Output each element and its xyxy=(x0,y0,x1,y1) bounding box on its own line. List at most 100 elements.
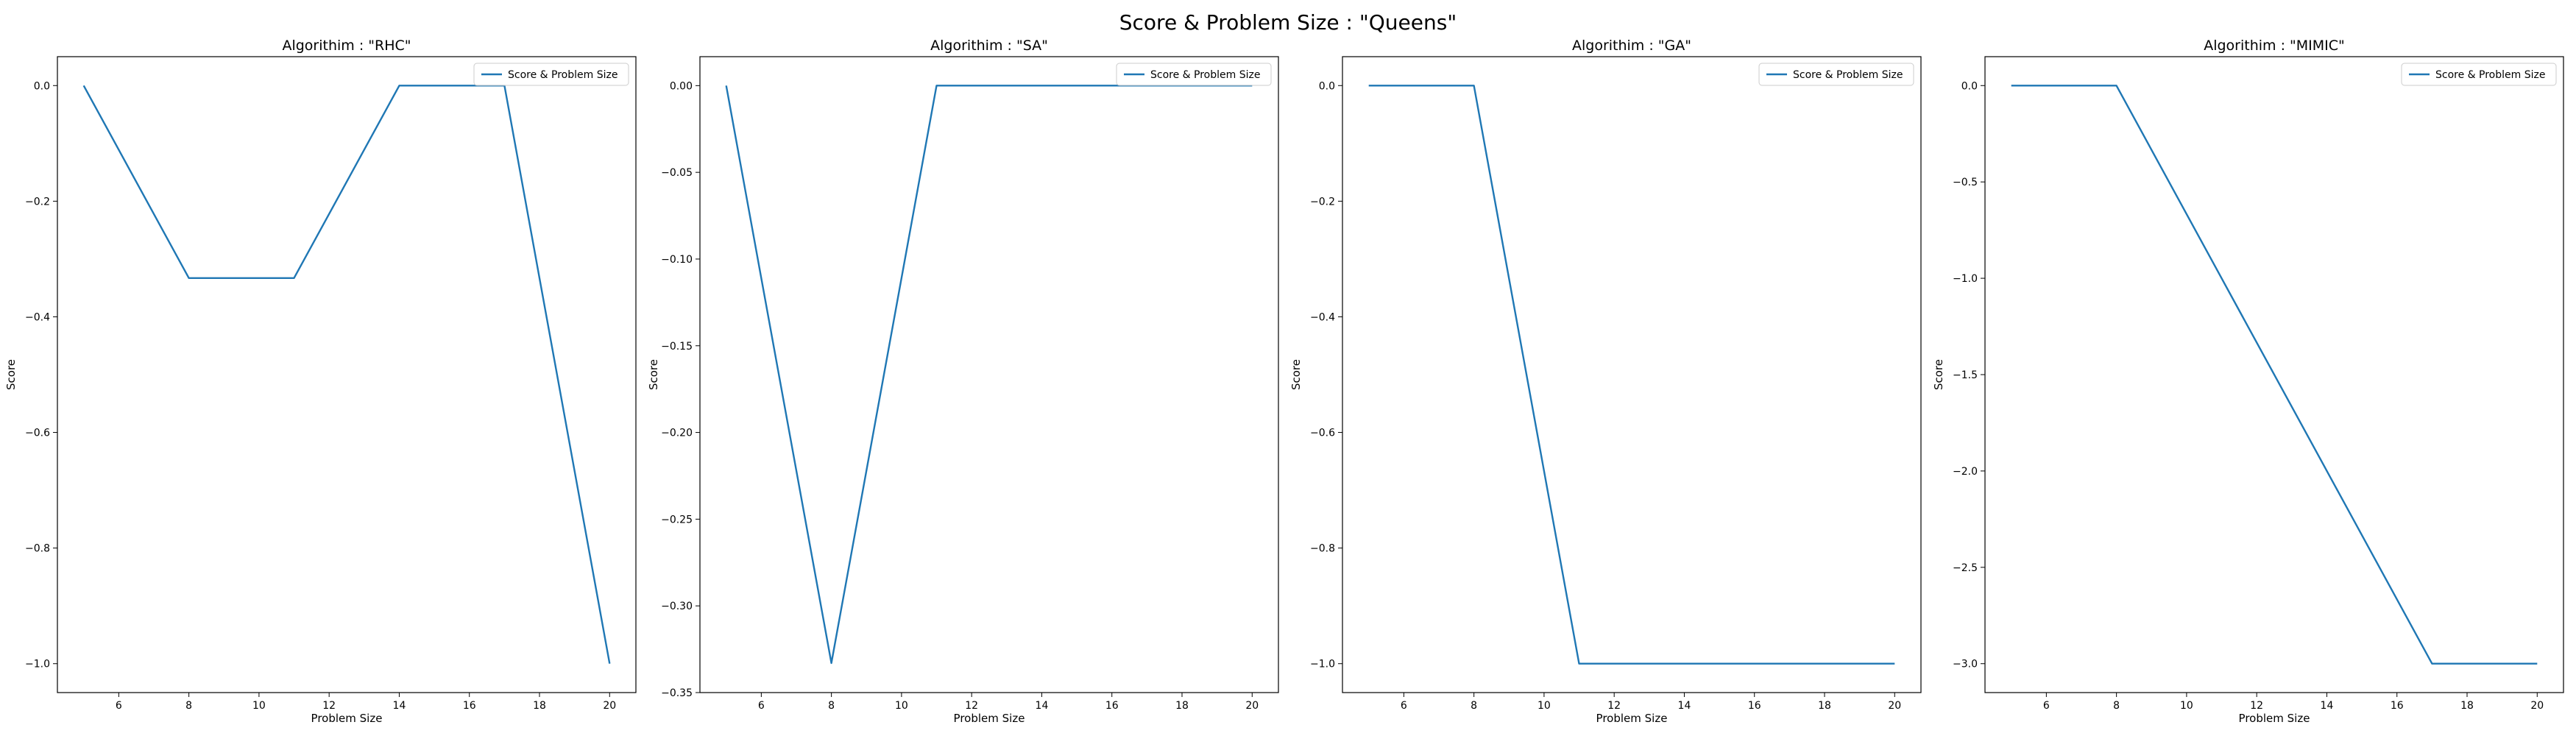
y-tick-label: −0.2 xyxy=(1310,196,1335,208)
data-point xyxy=(1578,662,1581,665)
y-tick-label: −0.25 xyxy=(661,514,693,526)
x-tick-label: 8 xyxy=(1471,700,1477,712)
x-tick-label: 18 xyxy=(533,700,546,712)
series-line xyxy=(2011,85,2538,665)
legend-label: Score & Problem Size xyxy=(2435,69,2545,81)
data-point xyxy=(293,277,296,280)
x-axis-label: Problem Size xyxy=(954,712,1025,725)
legend-box xyxy=(473,63,629,86)
y-tick-label: −0.8 xyxy=(25,543,50,555)
data-point xyxy=(608,662,611,665)
x-tick-label: 10 xyxy=(1538,700,1551,712)
x-axis-label: Problem Size xyxy=(2239,712,2310,725)
y-tick-label: −0.6 xyxy=(1310,428,1335,439)
y-tick-label: −0.35 xyxy=(661,687,693,699)
y-axis-label: Score xyxy=(1289,359,1303,390)
x-tick-label: 12 xyxy=(322,700,336,712)
data-point xyxy=(1367,84,1370,87)
x-tick-label: 10 xyxy=(2180,700,2193,712)
subplot-title: Algorithim : "SA" xyxy=(930,38,1048,54)
y-tick-label: −1.0 xyxy=(25,659,50,670)
data-point xyxy=(1473,84,1476,87)
x-tick-label: 18 xyxy=(1818,700,1831,712)
subplot-title: Algorithim : "RHC" xyxy=(282,38,411,54)
subplot-3: Algorithim : "GA" 6 8 10 12 14 16 18 20 0.0 −0.2 −0… xyxy=(1289,38,1922,725)
x-tick-label: 20 xyxy=(1245,700,1259,712)
y-tick-label: −0.4 xyxy=(25,311,50,323)
y-tick-label: −2.5 xyxy=(1953,562,1978,574)
subplot-title: Algorithim : "MIMIC" xyxy=(2204,38,2345,54)
y-tick-label: −0.4 xyxy=(1310,311,1335,323)
y-tick-label: 0.0 xyxy=(1319,80,1335,92)
x-tick-label: 8 xyxy=(185,700,192,712)
legend-label: Score & Problem Size xyxy=(508,69,618,81)
data-point xyxy=(2115,84,2118,87)
x-tick-label: 20 xyxy=(1888,700,1901,712)
y-tick-label: −3.0 xyxy=(1953,659,1978,670)
legend: Score & Problem Size xyxy=(1116,63,1272,86)
x-tick-label: 6 xyxy=(2043,700,2050,712)
data-point xyxy=(2010,84,2013,87)
series-line xyxy=(1368,85,1895,665)
y-tick-label: 0.0 xyxy=(34,80,50,92)
y-tick-label: −0.5 xyxy=(1953,177,1978,188)
subplot-1: Algorithim : "RHC" 6 8 10 12 14 16 18 20 0.0 −0.2 −… xyxy=(4,38,637,725)
y-axis-label: Score xyxy=(4,359,18,390)
x-tick-label: 14 xyxy=(1036,700,1049,712)
data-point xyxy=(1682,662,1685,665)
y-tick-label: −1.0 xyxy=(1310,659,1335,670)
data-point xyxy=(2430,662,2433,665)
y-tick-label: −2.0 xyxy=(1953,466,1978,478)
data-point xyxy=(188,277,191,280)
y-tick-label: 0.0 xyxy=(1961,80,1978,92)
axes-frame xyxy=(57,56,637,693)
x-axis-label: Problem Size xyxy=(311,712,383,725)
subplots-group: Algorithim : "RHC" 6 8 10 12 14 16 18 20 0.0 −0.2 −… xyxy=(4,38,2564,725)
subplot-title: Algorithim : "GA" xyxy=(1572,38,1691,54)
x-axis-label: Problem Size xyxy=(1596,712,1668,725)
x-tick-label: 6 xyxy=(758,700,765,712)
data-point xyxy=(1040,84,1043,87)
x-tick-label: 8 xyxy=(828,700,835,712)
x-tick-label: 20 xyxy=(603,700,616,712)
y-tick-label: −0.20 xyxy=(661,428,693,439)
legend-box xyxy=(2401,63,2557,86)
x-tick-label: 6 xyxy=(116,700,122,712)
x-tick-label: 16 xyxy=(2391,700,2404,712)
x-tick-label: 6 xyxy=(1401,700,1407,712)
x-tick-label: 18 xyxy=(1175,700,1189,712)
y-tick-label: −0.05 xyxy=(661,167,693,179)
y-axis-label: Score xyxy=(1932,359,1945,390)
legend-label: Score & Problem Size xyxy=(1793,69,1903,81)
x-tick-label: 12 xyxy=(2250,700,2263,712)
x-tick-label: 12 xyxy=(965,700,978,712)
x-tick-label: 8 xyxy=(2113,700,2120,712)
x-tick-label: 14 xyxy=(393,700,406,712)
x-tick-label: 12 xyxy=(1607,700,1621,712)
data-point xyxy=(2325,470,2328,473)
y-tick-label: −0.10 xyxy=(661,254,693,266)
data-point xyxy=(397,84,400,87)
legend: Score & Problem Size xyxy=(2401,63,2557,86)
data-point xyxy=(2536,662,2538,665)
y-tick-label: −1.5 xyxy=(1953,369,1978,381)
y-tick-label: −1.0 xyxy=(1953,273,1978,285)
data-point xyxy=(1788,662,1791,665)
data-point xyxy=(935,84,938,87)
x-tick-label: 18 xyxy=(2460,700,2474,712)
x-tick-label: 16 xyxy=(463,700,476,712)
legend: Score & Problem Size xyxy=(1758,63,1914,86)
figure-title: Score & Problem Size : "Queens" xyxy=(1119,10,1457,35)
data-point xyxy=(1893,662,1896,665)
series-line xyxy=(82,85,611,664)
axes-frame xyxy=(699,56,1279,693)
x-tick-label: 20 xyxy=(2530,700,2544,712)
data-point xyxy=(830,662,833,665)
x-tick-label: 10 xyxy=(895,700,908,712)
y-tick-label: −0.2 xyxy=(25,196,50,208)
subplot-2: Algorithim : "SA" 6 8 10 12 14 16 18 20 0.00 −0.05… xyxy=(647,38,1279,725)
x-tick-label: 14 xyxy=(1678,700,1691,712)
x-tick-label: 14 xyxy=(2321,700,2334,712)
legend: Score & Problem Size xyxy=(473,63,629,86)
